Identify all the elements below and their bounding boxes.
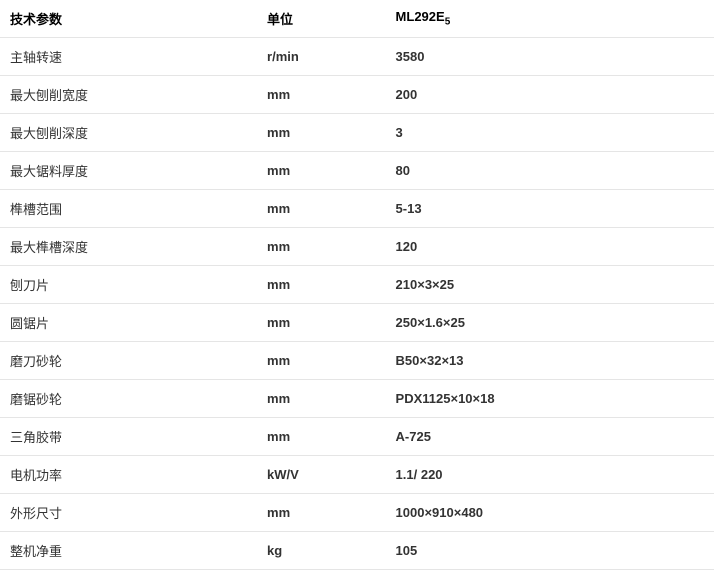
cell-value: 105 xyxy=(386,532,714,570)
cell-param: 榫槽范围 xyxy=(0,190,257,228)
cell-value: 3 xyxy=(386,114,714,152)
table-row: 主轴转速r/min3580 xyxy=(0,38,714,76)
cell-unit: mm xyxy=(257,190,386,228)
table-body: 主轴转速r/min3580最大刨削宽度mm200最大刨削深度mm3最大锯料厚度m… xyxy=(0,38,714,570)
cell-unit: mm xyxy=(257,266,386,304)
cell-value: B50×32×13 xyxy=(386,342,714,380)
header-param: 技术参数 xyxy=(0,0,257,38)
cell-param: 主轴转速 xyxy=(0,38,257,76)
cell-value: 120 xyxy=(386,228,714,266)
table-row: 榫槽范围mm5-13 xyxy=(0,190,714,228)
header-row: 技术参数 单位 ML292E5 xyxy=(0,0,714,38)
cell-value: 250×1.6×25 xyxy=(386,304,714,342)
table-row: 磨刀砂轮mmB50×32×13 xyxy=(0,342,714,380)
cell-unit: kW/V xyxy=(257,456,386,494)
cell-value: 1.1/ 220 xyxy=(386,456,714,494)
cell-param: 整机净重 xyxy=(0,532,257,570)
cell-value: 3580 xyxy=(386,38,714,76)
table-row: 电机功率kW/V1.1/ 220 xyxy=(0,456,714,494)
cell-param: 磨锯砂轮 xyxy=(0,380,257,418)
cell-value: 80 xyxy=(386,152,714,190)
cell-param: 最大刨削宽度 xyxy=(0,76,257,114)
cell-param: 最大刨削深度 xyxy=(0,114,257,152)
table-row: 圆锯片mm250×1.6×25 xyxy=(0,304,714,342)
cell-unit: mm xyxy=(257,76,386,114)
cell-value: 210×3×25 xyxy=(386,266,714,304)
table-row: 刨刀片mm210×3×25 xyxy=(0,266,714,304)
cell-param: 最大榫槽深度 xyxy=(0,228,257,266)
cell-value: A-725 xyxy=(386,418,714,456)
header-model: ML292E5 xyxy=(386,0,714,38)
cell-value: 5-13 xyxy=(386,190,714,228)
table-row: 磨锯砂轮mmPDX1125×10×18 xyxy=(0,380,714,418)
cell-param: 三角胶带 xyxy=(0,418,257,456)
cell-param: 磨刀砂轮 xyxy=(0,342,257,380)
cell-unit: mm xyxy=(257,228,386,266)
table-row: 整机净重kg105 xyxy=(0,532,714,570)
table-row: 最大锯料厚度mm80 xyxy=(0,152,714,190)
cell-param: 圆锯片 xyxy=(0,304,257,342)
cell-param: 刨刀片 xyxy=(0,266,257,304)
cell-unit: mm xyxy=(257,342,386,380)
cell-unit: mm xyxy=(257,304,386,342)
cell-value: PDX1125×10×18 xyxy=(386,380,714,418)
cell-unit: mm xyxy=(257,114,386,152)
spec-table: 技术参数 单位 ML292E5 主轴转速r/min3580最大刨削宽度mm200… xyxy=(0,0,714,570)
cell-param: 最大锯料厚度 xyxy=(0,152,257,190)
cell-param: 电机功率 xyxy=(0,456,257,494)
table-row: 最大榫槽深度mm120 xyxy=(0,228,714,266)
cell-unit: kg xyxy=(257,532,386,570)
header-unit: 单位 xyxy=(257,0,386,38)
cell-unit: mm xyxy=(257,152,386,190)
cell-value: 200 xyxy=(386,76,714,114)
cell-unit: mm xyxy=(257,418,386,456)
table-row: 三角胶带mmA-725 xyxy=(0,418,714,456)
table-row: 最大刨削深度mm3 xyxy=(0,114,714,152)
cell-unit: r/min xyxy=(257,38,386,76)
cell-unit: mm xyxy=(257,380,386,418)
table-row: 最大刨削宽度mm200 xyxy=(0,76,714,114)
